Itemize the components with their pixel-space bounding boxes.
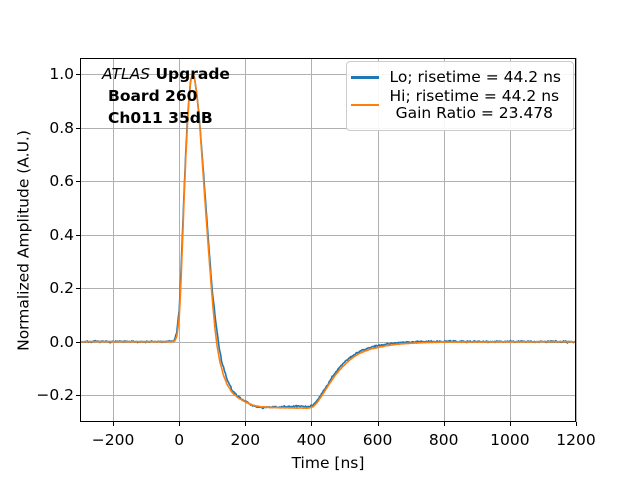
x-tick-label: 600 xyxy=(362,431,393,449)
annotation-line-2: Board 260 xyxy=(108,87,198,105)
annotation-line-1: ATLAS Upgrade xyxy=(102,63,230,85)
y-tick-label: 0.6 xyxy=(49,172,74,191)
hi-series-path xyxy=(80,73,576,410)
axes-frame xyxy=(76,58,577,426)
hi-line-swatch xyxy=(350,103,379,107)
legend: Lo; risetime = 44.2 ns Hi; risetime = 44… xyxy=(345,61,574,131)
y-axis-label: Normalized Amplitude (A.U.) xyxy=(14,130,33,351)
legend-entry-lo: Lo; risetime = 44.2 ns xyxy=(350,68,561,86)
plot-border xyxy=(80,58,576,422)
x-tick-label: 0 xyxy=(174,431,185,449)
x-tick-label: 400 xyxy=(296,431,327,449)
legend-entry-hi-line1: Hi; risetime = 44.2 ns xyxy=(389,87,560,105)
y-tick-label: 0.2 xyxy=(49,279,74,298)
x-tick-label: 800 xyxy=(428,431,459,449)
x-tick-label: 1200 xyxy=(556,431,596,449)
series-curves xyxy=(80,73,576,410)
legend-entry-hi-line2: Gain Ratio = 23.478 xyxy=(395,104,554,122)
x-tick-label: 1000 xyxy=(490,431,530,449)
y-tick-label: 1.0 xyxy=(49,65,74,84)
y-tick-label: 0.4 xyxy=(49,225,74,244)
plot-annotation: ATLAS Upgrade Board 260 Ch011 35dB xyxy=(102,63,230,129)
atlas-label: ATLAS xyxy=(102,65,151,83)
x-tick-label: 200 xyxy=(230,431,261,449)
upgrade-label: Upgrade xyxy=(155,65,230,83)
legend-entry-hi-label: Hi; risetime = 44.2 ns Gain Ratio = 23.4… xyxy=(390,88,560,122)
y-tick-label: −0.2 xyxy=(36,386,74,405)
x-axis-label: Time [ns] xyxy=(291,454,365,472)
annotation-line-3: Ch011 35dB xyxy=(108,109,213,127)
legend-entry-hi: Hi; risetime = 44.2 ns Gain Ratio = 23.4… xyxy=(350,88,561,122)
x-tick-label: −200 xyxy=(91,431,135,449)
legend-entry-lo-label: Lo; risetime = 44.2 ns xyxy=(389,68,561,86)
y-tick-label: 0.8 xyxy=(49,118,74,137)
y-tick-label: 0.0 xyxy=(49,332,74,351)
lo-line-swatch xyxy=(350,76,379,79)
